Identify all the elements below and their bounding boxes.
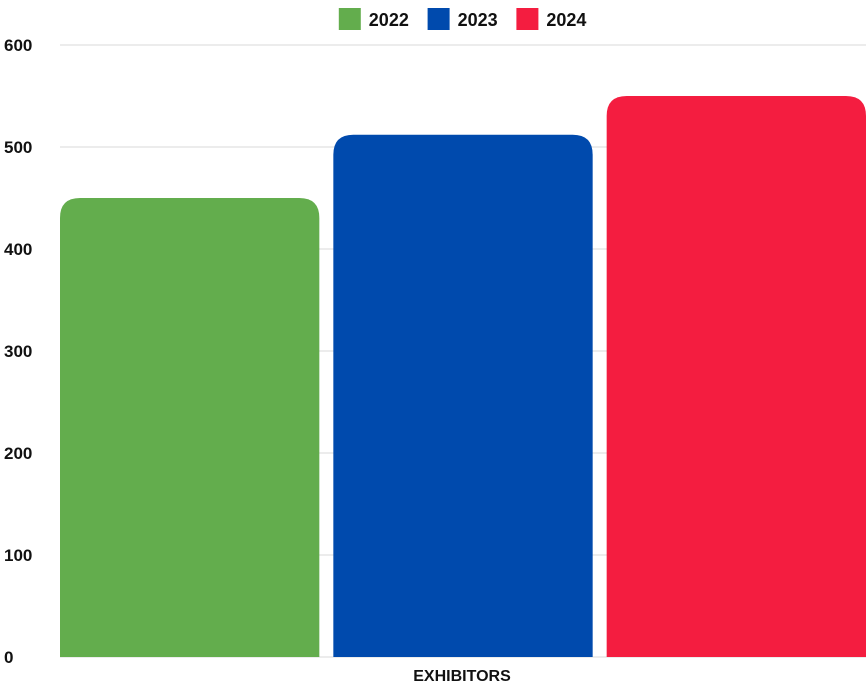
legend-label-2023: 2023 xyxy=(458,10,498,30)
y-axis-ticks: 0 100 200 300 400 500 600 xyxy=(4,36,32,667)
y-tick-label: 400 xyxy=(4,240,32,259)
category-label: EXHIBITORS xyxy=(413,668,511,682)
y-tick-label: 0 xyxy=(4,648,13,667)
legend-swatch-2022 xyxy=(338,8,361,30)
y-tick-label: 300 xyxy=(4,342,32,361)
bar-2024 xyxy=(606,96,866,657)
y-tick-label: 500 xyxy=(4,138,32,157)
y-tick-label: 200 xyxy=(4,444,32,463)
legend-label-2024: 2024 xyxy=(546,10,586,30)
y-tick-label: 100 xyxy=(4,546,32,565)
bar-2022 xyxy=(60,198,320,657)
bars xyxy=(60,96,866,657)
legend-label-2022: 2022 xyxy=(369,10,409,30)
legend-swatch-2024 xyxy=(516,8,539,30)
legend: 2022 2023 2024 xyxy=(338,8,586,30)
legend-swatch-2023 xyxy=(427,8,450,30)
y-tick-label: 600 xyxy=(4,36,32,55)
bar-2023 xyxy=(333,134,593,657)
